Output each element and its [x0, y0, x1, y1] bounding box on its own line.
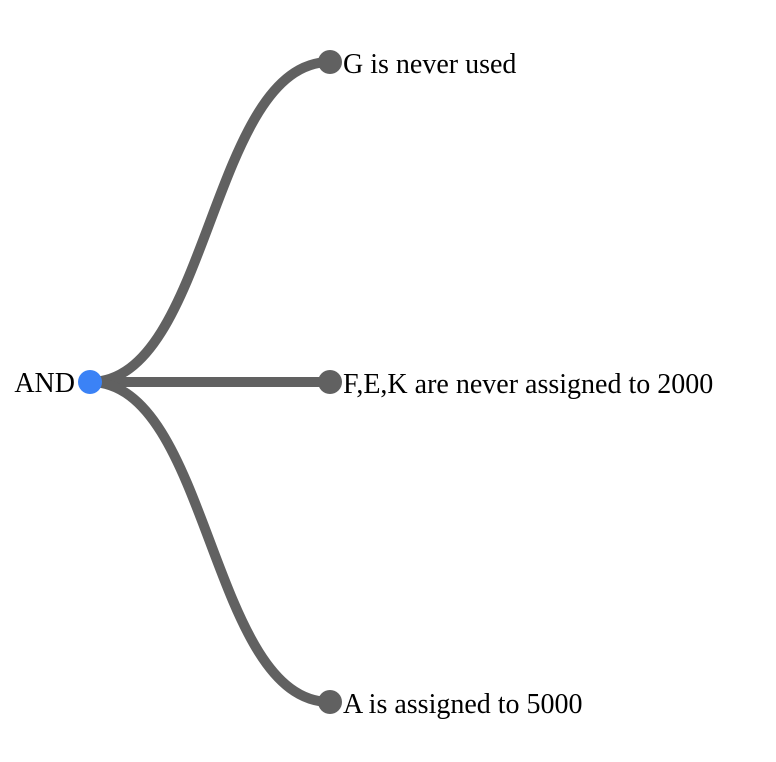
child-node-label: G is never used — [343, 49, 516, 80]
child-node-label: A is assigned to 5000 — [343, 689, 583, 720]
child-node-1[interactable]: G is never used — [318, 49, 516, 80]
edge-root-to-child-3 — [85, 377, 335, 707]
root-node-dot[interactable] — [78, 370, 102, 394]
child-node-dot[interactable] — [318, 370, 342, 394]
child-node-2[interactable]: F,E,K are never assigned to 2000 — [318, 369, 713, 400]
child-node-dot[interactable] — [318, 50, 342, 74]
child-node-3[interactable]: A is assigned to 5000 — [318, 689, 583, 720]
child-node-label: F,E,K are never assigned to 2000 — [343, 369, 713, 400]
root-node[interactable]: AND — [14, 368, 102, 399]
edge-root-to-child-1 — [85, 57, 335, 387]
child-node-dot[interactable] — [318, 690, 342, 714]
root-node-label: AND — [14, 368, 75, 399]
